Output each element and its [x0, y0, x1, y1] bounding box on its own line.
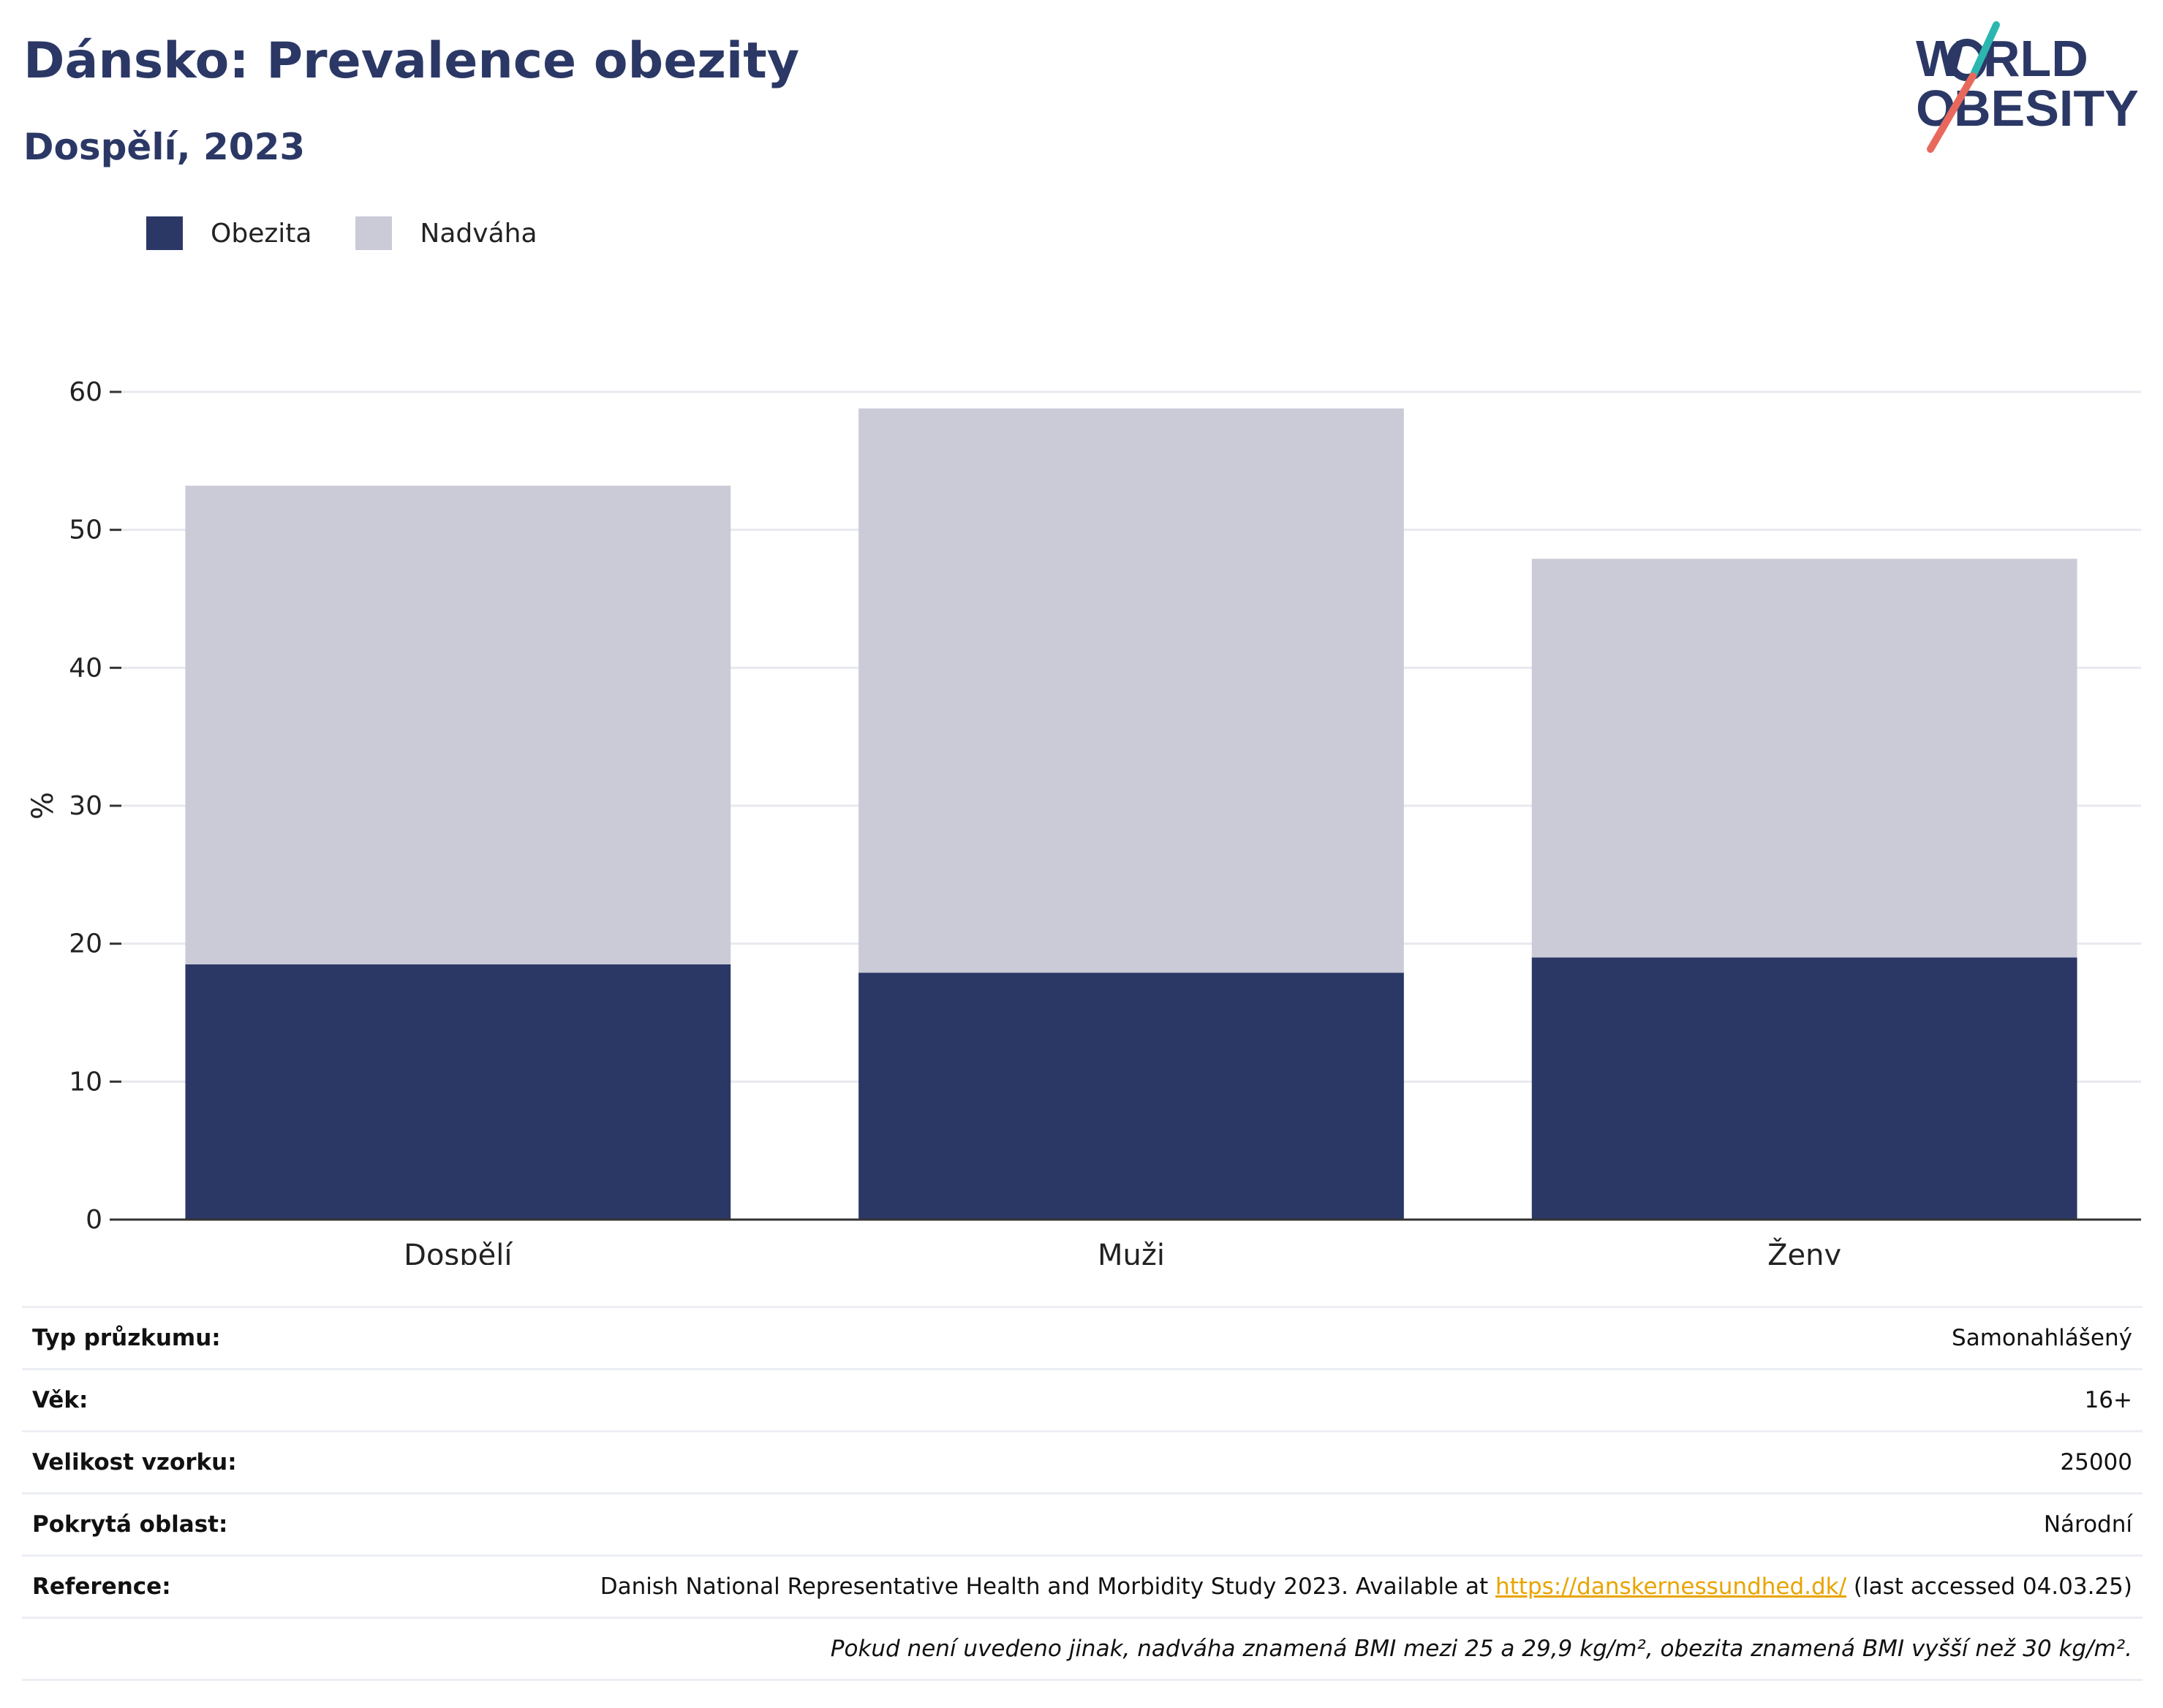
y-tick-label: 20 — [69, 929, 102, 959]
y-axis-label: % — [26, 792, 60, 820]
bar-chart: 0 10 20 30 40 50 60% Dospělí Muži Ženy — [26, 377, 2141, 1265]
svg-text:BESITY: BESITY — [1954, 80, 2139, 137]
meta-row-note: Pokud není uvedeno jinak, nadváha znamen… — [22, 1617, 2143, 1681]
definition-note: Pokud není uvedeno jinak, nadváha znamen… — [830, 1636, 2132, 1662]
meta-row-reference: Reference: Danish National Representativ… — [22, 1554, 2143, 1617]
y-tick-label: 40 — [69, 653, 102, 683]
metadata-table: Typ průzkumu: Samonahlášený Věk: 16+ Vel… — [22, 1306, 2143, 1681]
reference-text: Danish National Representative Health an… — [600, 1573, 1496, 1600]
meta-row-coverage: Pokrytá oblast: Národní — [22, 1492, 2143, 1554]
reference-link[interactable]: https://danskernessundhed.dk/ — [1495, 1573, 1847, 1600]
legend-item-nadvaha[interactable]: Nadváha — [355, 216, 537, 250]
bar-nadvaha — [185, 485, 731, 964]
svg-text:RLD: RLD — [1983, 30, 2088, 87]
y-tick-label: 30 — [69, 791, 102, 821]
bar-obezita — [1531, 957, 2077, 1220]
meta-value: Samonahlášený — [1952, 1325, 2132, 1351]
bar-obezita — [185, 964, 731, 1220]
bar-obezita — [858, 972, 1404, 1220]
x-tick-label: Dospělí — [404, 1239, 513, 1265]
bar-nadvaha — [1531, 559, 2077, 958]
y-tick-label: 60 — [69, 377, 102, 407]
legend-label-nadvaha: Nadváha — [420, 218, 537, 249]
svg-text:O: O — [1916, 80, 1955, 137]
meta-value: 16+ — [2084, 1387, 2132, 1413]
svg-text:W: W — [1916, 30, 1964, 87]
y-tick-label: 50 — [69, 515, 102, 545]
chart-title: Dánsko: Prevalence obezity — [23, 32, 800, 90]
x-tick-label: Ženy — [1767, 1237, 1841, 1265]
y-tick-label: 0 — [86, 1205, 102, 1235]
meta-key: Reference: — [32, 1573, 171, 1600]
reference-accessed: (last accessed 04.03.25) — [1846, 1573, 2132, 1600]
bar-nadvaha — [858, 408, 1404, 973]
meta-value: 25000 — [2060, 1449, 2132, 1475]
meta-row-sample-size: Velikost vzorku: 25000 — [22, 1430, 2143, 1492]
legend-swatch-nadvaha — [355, 216, 393, 250]
meta-key: Věk: — [32, 1387, 88, 1413]
x-tick-label: Muži — [1098, 1239, 1165, 1265]
legend-label-obezita: Obezita — [211, 218, 312, 249]
meta-key: Pokrytá oblast: — [32, 1511, 228, 1538]
reference-value: Danish National Representative Health an… — [600, 1573, 2132, 1600]
meta-key: Velikost vzorku: — [32, 1449, 237, 1475]
meta-row-age: Věk: 16+ — [22, 1368, 2143, 1430]
meta-key: Typ průzkumu: — [32, 1325, 221, 1351]
y-tick-label: 10 — [69, 1067, 102, 1097]
chart-legend: Obezita Nadváha — [146, 216, 567, 250]
meta-row-survey-type: Typ průzkumu: Samonahlášený — [22, 1306, 2143, 1368]
meta-value: Národní — [2043, 1511, 2132, 1538]
legend-swatch-obezita — [146, 216, 183, 250]
chart-subtitle: Dospělí, 2023 — [23, 126, 306, 168]
world-obesity-logo: W RLD O BESITY — [1916, 21, 2139, 153]
legend-item-obezita[interactable]: Obezita — [146, 216, 312, 250]
